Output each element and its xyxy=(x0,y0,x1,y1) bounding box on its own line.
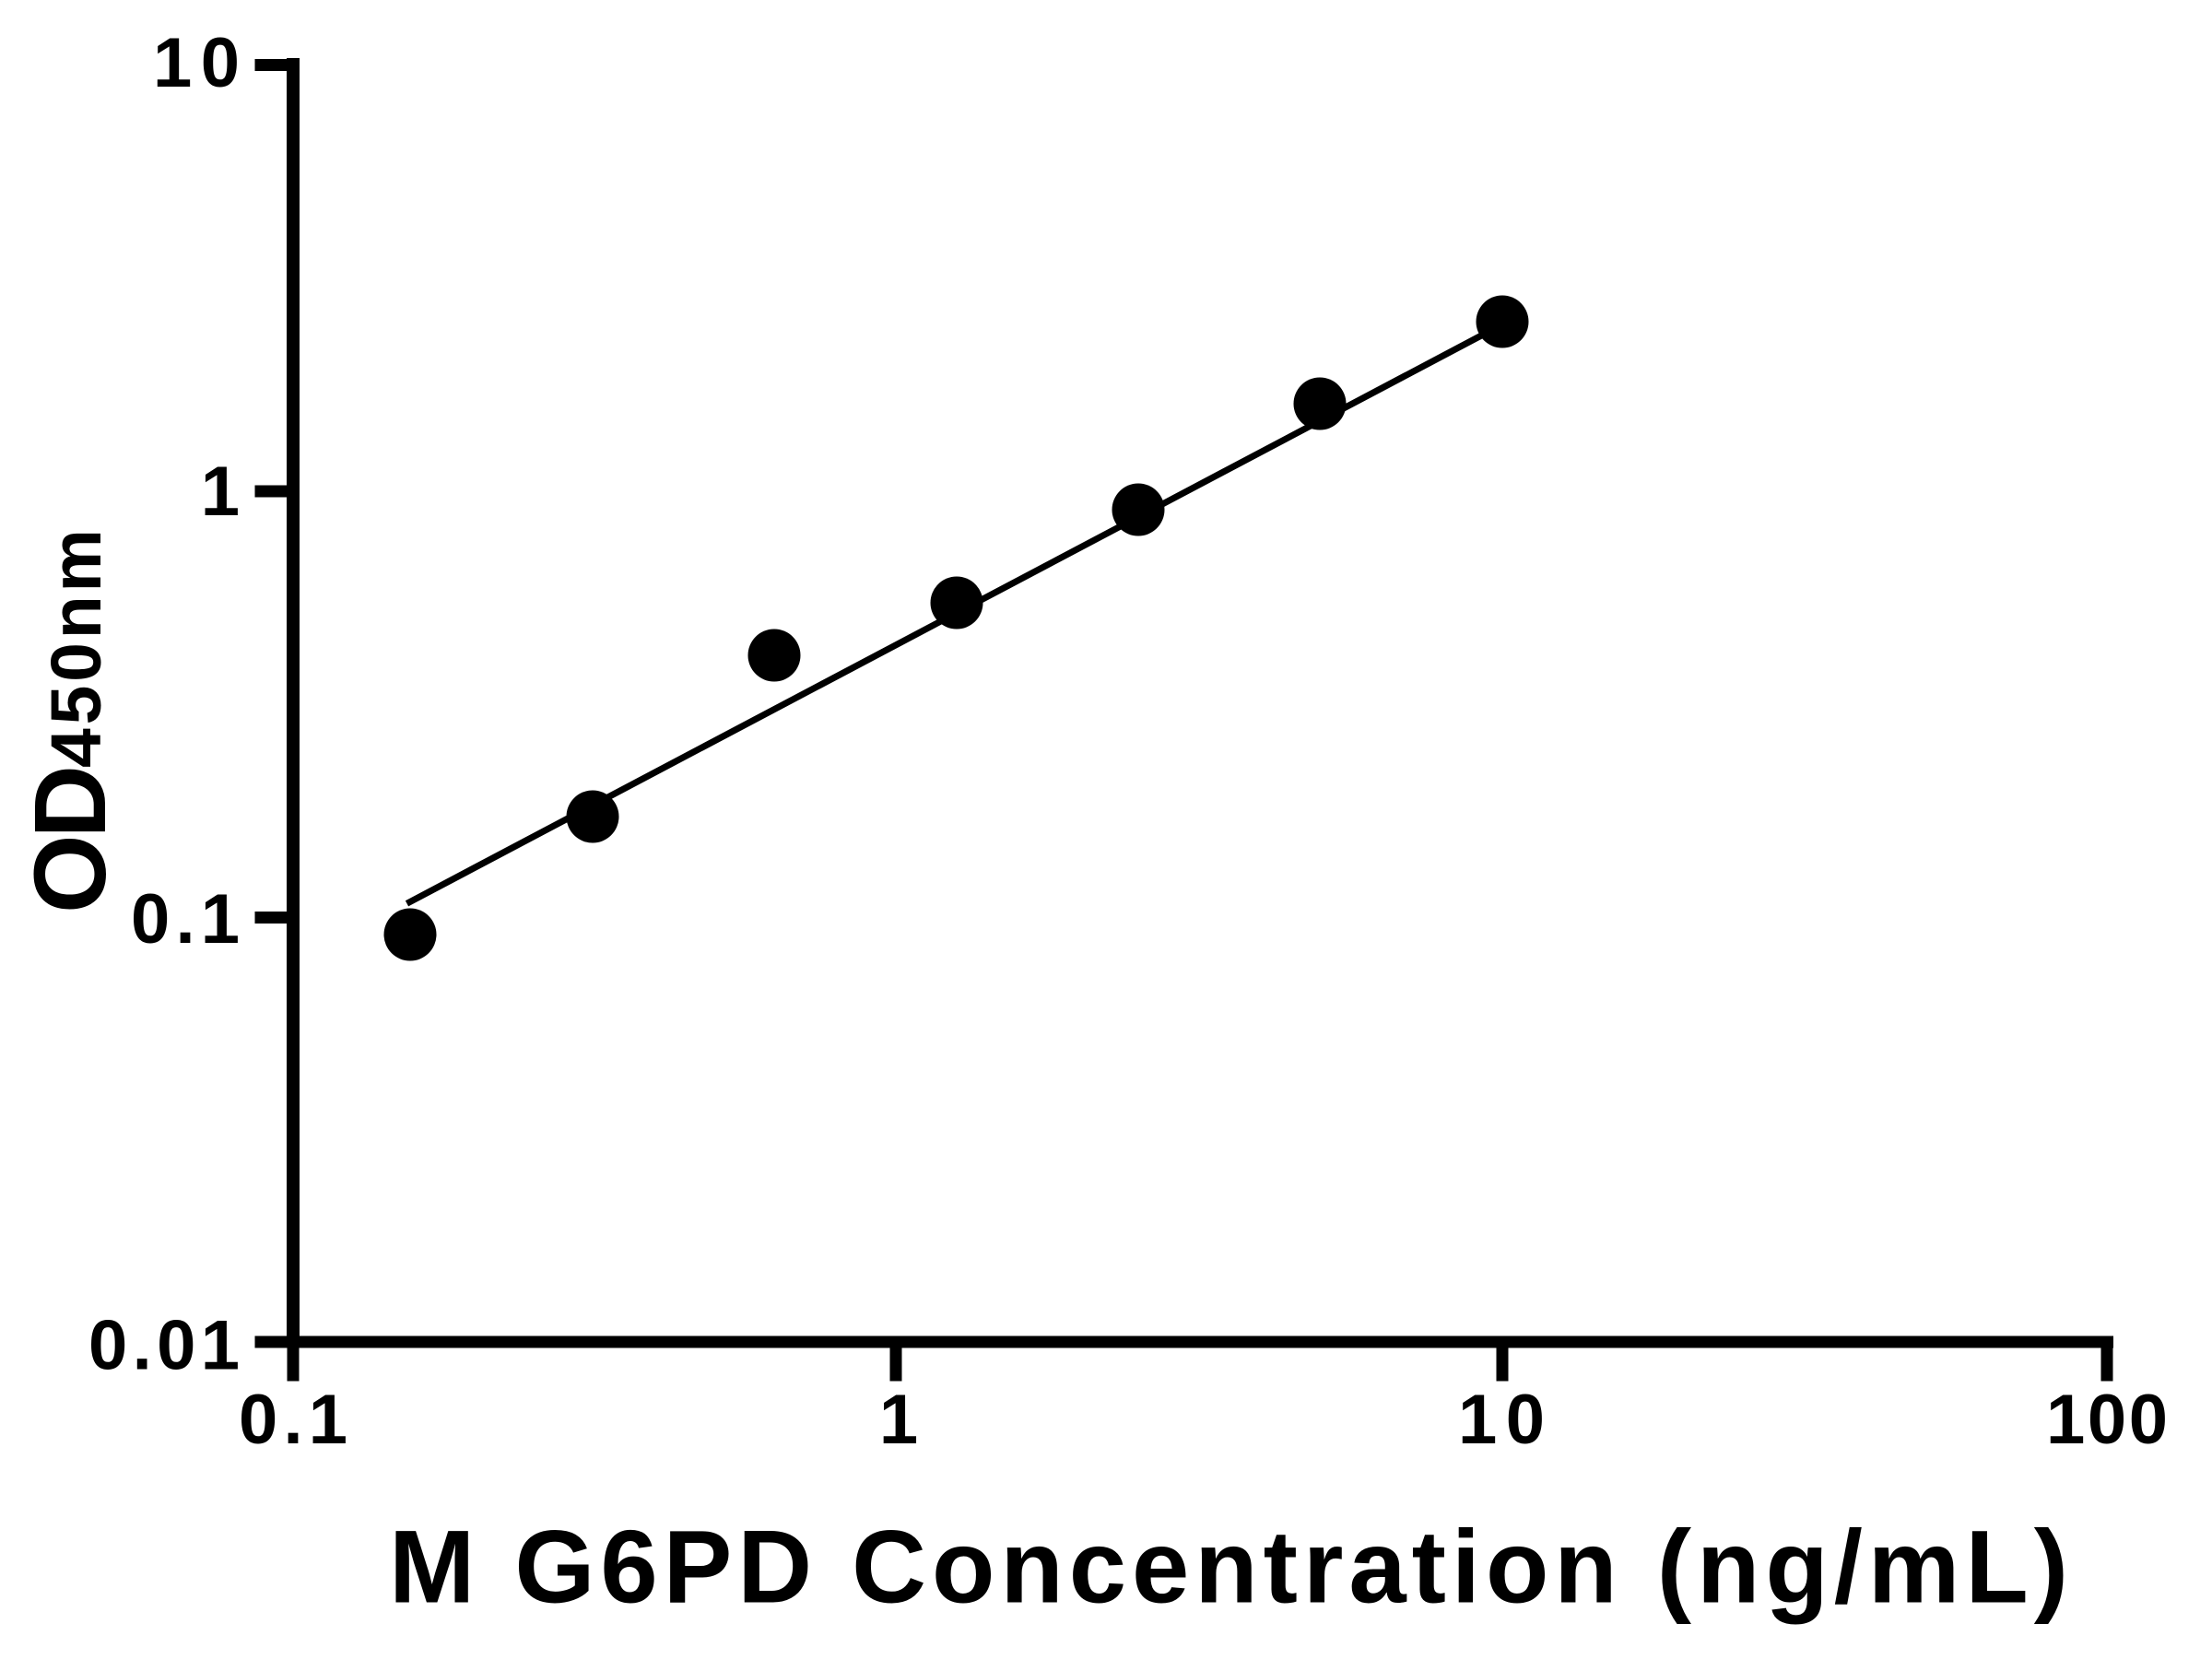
svg-text:M G6PD Concentration (ng/mL): M G6PD Concentration (ng/mL) xyxy=(389,1510,2068,1625)
svg-text:OD: OD xyxy=(14,765,127,913)
svg-text:1: 1 xyxy=(879,1381,918,1459)
svg-text:0.1: 0.1 xyxy=(131,880,240,959)
svg-text:100: 100 xyxy=(2046,1381,2168,1459)
svg-text:0.01: 0.01 xyxy=(88,1307,240,1385)
svg-text:450nm: 450nm xyxy=(37,529,116,768)
svg-text:1: 1 xyxy=(201,453,240,531)
svg-text:0.1: 0.1 xyxy=(239,1381,347,1459)
